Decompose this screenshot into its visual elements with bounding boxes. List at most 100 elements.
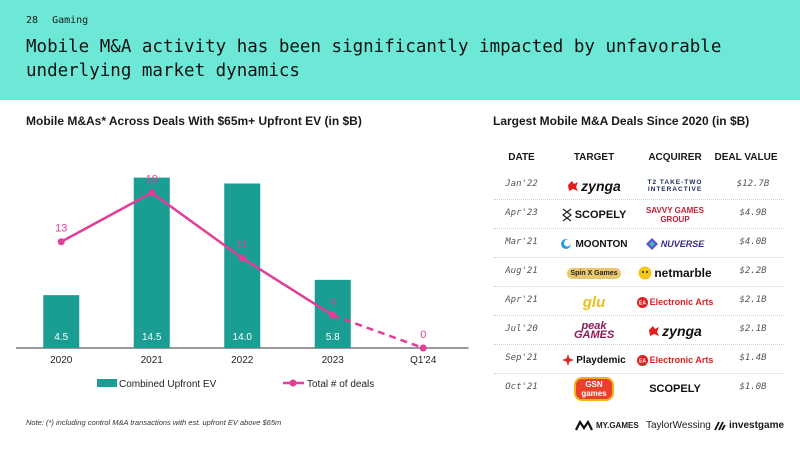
- row-deal-value: $1.0B: [739, 382, 767, 392]
- row-date: Apr'23: [505, 208, 538, 218]
- row-divider: [494, 286, 784, 287]
- deals-point: [329, 311, 337, 319]
- playdemic-logo: Playdemic: [559, 347, 629, 373]
- bar-value-label: 5.8: [326, 332, 340, 343]
- deals-value-label: 4: [330, 296, 336, 308]
- row-deal-value: $12.7B: [736, 179, 770, 189]
- header-target: TARGET: [573, 152, 615, 163]
- chart-title: Mobile M&As* Across Deals With $65m+ Upf…: [26, 114, 362, 128]
- bar-value-label: 14.5: [142, 332, 162, 343]
- footnote: Note: (*) including control M&A transact…: [26, 418, 282, 427]
- table-row: Oct'21 GSN games SCOPELY $1.0B: [494, 374, 784, 403]
- deals-line-dashed: [332, 314, 424, 350]
- deals-point: [57, 238, 65, 246]
- header-deal-value: DEAL VALUE: [714, 152, 778, 163]
- row-date: Apr'21: [505, 295, 538, 305]
- table-row: Jul'20 peak GAMES zynga $2.1B: [494, 316, 784, 345]
- ea-logo: EA Electronic Arts: [636, 289, 714, 315]
- row-date: Mar'21: [505, 237, 538, 247]
- deals-point: [419, 344, 427, 352]
- svg-text:EA: EA: [639, 300, 646, 306]
- row-divider: [494, 199, 784, 200]
- svg-text:EA: EA: [639, 358, 646, 364]
- x-tick-label: 2020: [50, 355, 73, 366]
- scopely-logo-acquirer: SCOPELY: [649, 383, 701, 395]
- deals-line: [60, 191, 334, 317]
- playdemic-star-icon: [562, 354, 575, 366]
- gsn-logo: GSN games: [559, 376, 629, 402]
- bar: [133, 177, 170, 348]
- row-date: Jul'20: [505, 324, 538, 334]
- bar: [43, 295, 80, 348]
- section-label: Gaming: [52, 15, 89, 26]
- table-row: Mar'21 MOONTON NUVERSE $4.0B: [494, 229, 784, 258]
- spinx-logo: Spin X Games: [559, 260, 629, 286]
- moonton-moon-icon: [561, 239, 572, 249]
- moonton-logo: MOONTON: [559, 231, 629, 257]
- table-row: Sep'21 Playdemic EA Electronic Arts $1.4…: [494, 345, 784, 374]
- scopely-logo: SCOPELY: [559, 202, 629, 228]
- deals-value-label: 11: [237, 239, 248, 251]
- row-date: Aug'21: [505, 266, 538, 276]
- glu-logo: glu: [582, 293, 606, 311]
- header-acquirer: ACQUIRER: [648, 152, 702, 163]
- nuverse-diamond-icon: [645, 238, 658, 250]
- legend-label-bar: Combined Upfront EV: [119, 379, 217, 390]
- row-deal-value: $2.1B: [739, 324, 767, 334]
- deals-value-label: 13: [55, 223, 67, 235]
- page-title: Mobile M&A activity has been significant…: [26, 37, 722, 81]
- zynga-dog-icon: [568, 181, 579, 191]
- ea-circle-icon: EA: [636, 354, 648, 366]
- netmarble-logo: netmarble: [636, 260, 714, 286]
- nuverse-logo: NUVERSE: [636, 231, 714, 257]
- table-row: Jan'22 zynga T2 TAKE-TWO INTERACTIVE $12…: [494, 171, 784, 200]
- ea-circle-icon: EA: [636, 296, 648, 308]
- legend-swatch-point: [289, 379, 297, 387]
- zynga-logo-acquirer: zynga: [636, 318, 714, 344]
- x-tick-label: 2023: [322, 355, 345, 366]
- bar-value-label: 4.5: [54, 332, 68, 343]
- scopely-mark-icon: [561, 208, 572, 222]
- table-row: Apr'23 SCOPELY SAVVY GAMES GROUP $4.9B: [494, 200, 784, 229]
- legend-label-line: Total # of deals: [307, 379, 374, 390]
- row-divider: [494, 315, 784, 316]
- zynga-dog-icon: [649, 326, 660, 336]
- zynga-logo: zynga: [559, 173, 629, 199]
- x-tick-label: 2022: [231, 355, 254, 366]
- netmarble-face-icon: [638, 266, 652, 280]
- deals-value-label: 0: [420, 329, 426, 341]
- investgame-logo: investgame: [714, 420, 784, 431]
- table-row: Apr'21 glu EA Electronic Arts $2.1B: [494, 287, 784, 316]
- investgame-mark-icon: [714, 421, 726, 430]
- row-date: Oct'21: [505, 382, 538, 392]
- legend-swatch-bar: [97, 379, 117, 387]
- row-divider: [494, 344, 784, 345]
- header-banner: 28 Gaming Mobile M&A activity has been s…: [0, 0, 800, 100]
- mygames-logo: MY.GAMES: [575, 420, 639, 431]
- ea-logo: EA Electronic Arts: [636, 347, 714, 373]
- page-number: 28: [26, 15, 39, 26]
- peak-logo: peak GAMES: [574, 320, 615, 341]
- deals-point: [238, 254, 246, 262]
- row-deal-value: $2.2B: [739, 266, 767, 276]
- mygames-mark-icon: [575, 420, 593, 431]
- row-deal-value: $2.1B: [739, 295, 767, 305]
- savvy-logo: SAVVY GAMES GROUP: [646, 206, 704, 224]
- x-tick-label: 2021: [141, 355, 164, 366]
- table-title: Largest Mobile M&A Deals Since 2020 (in …: [493, 114, 750, 128]
- row-date: Sep'21: [505, 353, 538, 363]
- taylorwessing-logo: TaylorWessing: [646, 420, 711, 431]
- table-row: Aug'21 Spin X Games netmarble $2.2B: [494, 258, 784, 287]
- x-tick-label: Q1'24: [410, 355, 437, 366]
- row-divider: [494, 373, 784, 374]
- row-deal-value: $4.9B: [739, 208, 767, 218]
- take-two-logo: T2 TAKE-TWO INTERACTIVE: [647, 179, 703, 193]
- deals-point: [148, 189, 156, 197]
- row-deal-value: $4.0B: [739, 237, 767, 247]
- bar-value-label: 14.0: [233, 332, 253, 343]
- deals-chart: 4.5 14.5 14.0 5.8 13 19 11 4 0 2020 2021 2022 2023 Q1…: [16, 174, 469, 390]
- row-divider: [494, 257, 784, 258]
- row-divider: [494, 228, 784, 229]
- header-date: DATE: [508, 152, 535, 163]
- deals-value-label: 19: [146, 174, 158, 186]
